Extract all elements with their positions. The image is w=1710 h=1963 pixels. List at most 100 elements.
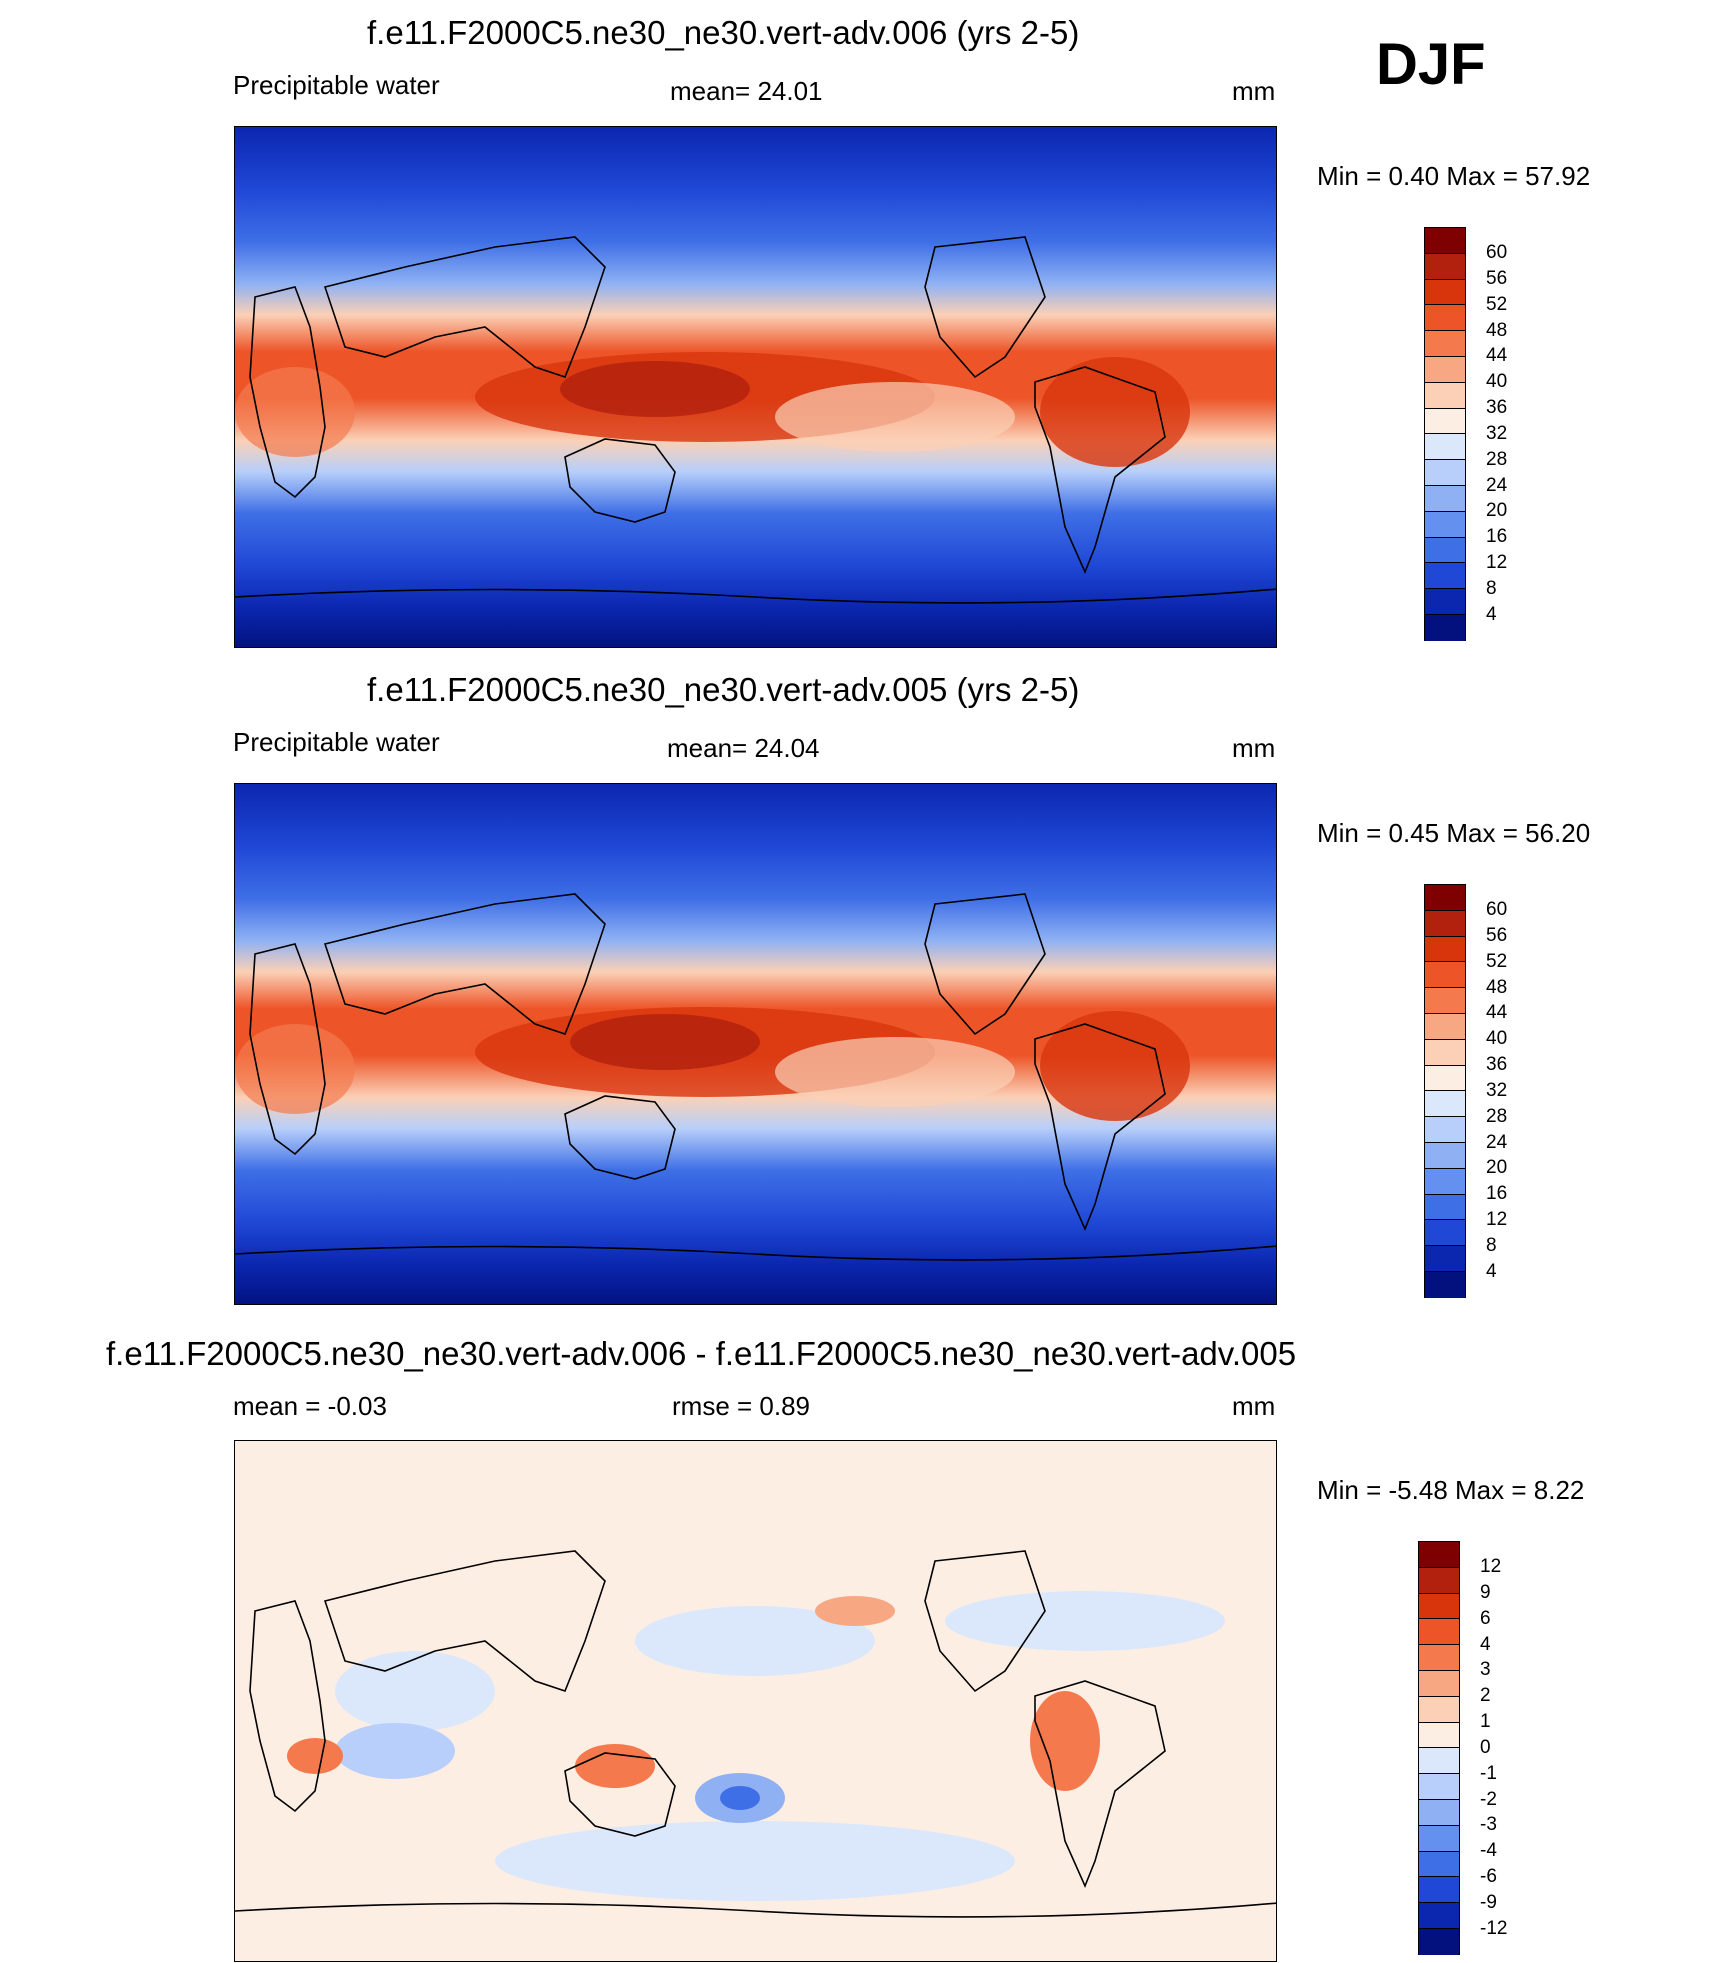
colorbar-tick-label: 40 (1486, 1028, 1508, 1049)
rmse-label: rmse = 0.89 (672, 1391, 811, 1421)
colorbar-swatch (1425, 537, 1465, 564)
colorbar-swatch (1425, 1194, 1465, 1221)
colorbar-swatch (1425, 253, 1465, 280)
min-max-label: Min = 0.40 Max = 57.92 (1317, 161, 1591, 191)
colorbar-swatch (1425, 434, 1465, 461)
colorbar-tick-label: 4 (1480, 1634, 1491, 1655)
colorbar-swatch (1425, 589, 1465, 615)
colorbar-tick-label: 40 (1486, 371, 1508, 392)
colorbar-tick-label: 1 (1480, 1711, 1491, 1732)
colorbar-tick-label: 56 (1486, 268, 1508, 289)
colorbar-tick-label: 0 (1480, 1737, 1491, 1758)
colorbar-swatch (1425, 1091, 1465, 1118)
mean-label: mean = -0.03 (233, 1391, 387, 1421)
colorbar-swatch (1425, 1220, 1465, 1247)
colorbar-tick-label: 60 (1486, 242, 1508, 263)
colorbar-tick-label: 60 (1486, 899, 1508, 920)
colorbar-tick-label: -12 (1480, 1918, 1508, 1939)
panel-title: f.e11.F2000C5.ne30_ne30.vert-adv.005 (yr… (367, 671, 1080, 708)
colorbar-tick-label: 28 (1486, 1106, 1508, 1127)
coastlines (235, 1550, 1276, 1918)
colorbar-swatch (1425, 1065, 1465, 1092)
colorbar-tick-label: 9 (1480, 1582, 1491, 1603)
colorbar-tick-label: 4 (1486, 1261, 1497, 1282)
colorbar-swatch (1419, 1851, 1459, 1878)
units-label: mm (1232, 1391, 1276, 1421)
colorbar-tick-label: 2 (1480, 1685, 1491, 1706)
colorbar-swatch (1425, 1168, 1465, 1195)
colorbar-swatch (1425, 1117, 1465, 1143)
coastlines (235, 236, 1276, 604)
colorbar-swatch (1425, 1039, 1465, 1066)
colorbar-swatch (1425, 279, 1465, 306)
colorbar-tick-label: 24 (1486, 1132, 1508, 1153)
units-label: mm (1232, 733, 1276, 763)
colorbar-tick-label: 12 (1480, 1556, 1502, 1577)
colorbar-swatch (1425, 1013, 1465, 1040)
colorbar-swatches (1418, 1541, 1460, 1955)
precipitable-water-field-top (235, 127, 1276, 647)
colorbar-swatch (1425, 936, 1465, 963)
colorbar-swatches (1424, 884, 1466, 1298)
colorbar-tick-label: 24 (1486, 475, 1508, 496)
colorbar-swatch (1419, 1877, 1459, 1904)
colorbar-swatch (1419, 1799, 1459, 1826)
colorbar-tick-label: 48 (1486, 977, 1508, 998)
colorbar-swatch (1419, 1567, 1459, 1594)
variable-label: Precipitable water (233, 70, 440, 100)
colorbar-swatch (1419, 1593, 1459, 1620)
warm-pool-feature (235, 1007, 1190, 1121)
colorbar-swatch (1425, 1142, 1465, 1169)
map-panel-top (234, 126, 1277, 648)
colorbar-swatch (1419, 1645, 1459, 1671)
colorbar-tick-label: -3 (1480, 1814, 1497, 1835)
colorbar-swatch (1419, 1619, 1459, 1646)
warm-pool-feature (235, 352, 1190, 467)
colorbar-tick-label: 52 (1486, 294, 1508, 315)
colorbar-swatch (1419, 1903, 1459, 1929)
colorbar-swatch (1425, 382, 1465, 409)
colorbar-tick-label: -9 (1480, 1892, 1497, 1913)
colorbar-swatch (1425, 910, 1465, 937)
colorbar-swatch (1425, 485, 1465, 512)
colorbar-swatch (1425, 460, 1465, 486)
mean-label: mean= 24.04 (667, 733, 820, 763)
colorbar-tick-label: 28 (1486, 449, 1508, 470)
colorbar-tick-label: 8 (1486, 578, 1497, 599)
map-panel-difference (234, 1440, 1277, 1962)
colorbar-tick-label: 8 (1486, 1235, 1497, 1256)
colorbar-tick-label: 20 (1486, 1157, 1508, 1178)
colorbar-swatch (1425, 228, 1465, 254)
colorbar-swatch (1425, 962, 1465, 989)
colorbar-swatch (1425, 408, 1465, 435)
colorbar-swatch (1419, 1670, 1459, 1697)
colorbar-tick-label: 32 (1486, 1080, 1508, 1101)
colorbar-swatch (1425, 1246, 1465, 1272)
colorbar-tick-label: -2 (1480, 1789, 1497, 1810)
colorbar-tick-label: 16 (1486, 526, 1508, 547)
colorbar-swatch (1425, 356, 1465, 383)
colorbar-tick-label: 36 (1486, 397, 1508, 418)
colorbar-tick-label: 52 (1486, 951, 1508, 972)
colorbar-swatch (1425, 511, 1465, 538)
colorbar-tick-label: 3 (1480, 1659, 1491, 1680)
colorbar-tick-label: 44 (1486, 345, 1508, 366)
colorbar-tick-label: -6 (1480, 1866, 1497, 1887)
min-max-label: Min = 0.45 Max = 56.20 (1317, 818, 1591, 848)
colorbar-tick-label: 48 (1486, 320, 1508, 341)
colorbar-tick-label: 56 (1486, 925, 1508, 946)
colorbar-swatch (1425, 563, 1465, 590)
variable-label: Precipitable water (233, 727, 440, 757)
colorbar-swatch (1425, 331, 1465, 357)
colorbar-swatch (1425, 885, 1465, 911)
colorbar-swatch (1425, 988, 1465, 1014)
panel-title: f.e11.F2000C5.ne30_ne30.vert-adv.006 - f… (106, 1335, 1297, 1372)
season-label: DJF (1376, 32, 1486, 97)
colorbar-swatch (1425, 305, 1465, 332)
min-max-label: Min = -5.48 Max = 8.22 (1317, 1475, 1585, 1505)
colorbar-tick-label: 32 (1486, 423, 1508, 444)
colorbar-tick-label: -4 (1480, 1840, 1497, 1861)
colorbar-swatch (1425, 614, 1465, 641)
colorbar-swatch (1419, 1774, 1459, 1800)
colorbar-swatch (1419, 1722, 1459, 1749)
